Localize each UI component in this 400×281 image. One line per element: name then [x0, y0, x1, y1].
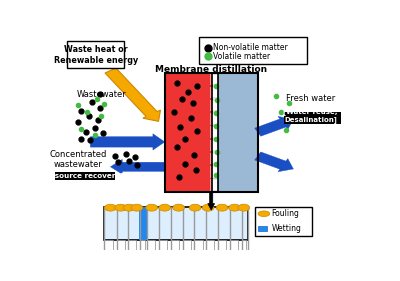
FancyArrow shape: [110, 159, 165, 174]
Ellipse shape: [216, 204, 228, 211]
Bar: [104, 207, 248, 240]
Bar: [210, 179, 212, 191]
Ellipse shape: [104, 204, 116, 211]
FancyArrow shape: [208, 192, 215, 210]
Bar: [55, 171, 115, 180]
Bar: [206, 240, 214, 250]
Bar: [212, 166, 218, 178]
Bar: [230, 240, 238, 250]
FancyArrow shape: [255, 152, 293, 172]
Bar: [147, 240, 155, 250]
Bar: [212, 179, 218, 191]
Bar: [199, 37, 307, 64]
Bar: [128, 240, 136, 250]
Ellipse shape: [146, 204, 158, 211]
Ellipse shape: [228, 204, 240, 211]
Bar: [104, 240, 113, 250]
Bar: [210, 126, 212, 138]
Bar: [159, 240, 167, 250]
Bar: [194, 240, 203, 250]
Bar: [165, 73, 213, 192]
Text: Concentrated
wastewater: Concentrated wastewater: [49, 149, 106, 169]
Bar: [117, 240, 125, 250]
Bar: [140, 240, 145, 250]
Ellipse shape: [238, 204, 250, 211]
Ellipse shape: [131, 204, 143, 211]
Bar: [67, 41, 124, 68]
Bar: [284, 112, 341, 124]
FancyArrow shape: [90, 134, 165, 150]
Bar: [212, 140, 218, 151]
Ellipse shape: [173, 204, 184, 211]
Text: Non-volatile matter: Non-volatile matter: [213, 43, 288, 52]
Ellipse shape: [159, 204, 170, 211]
Text: Waste heat or
Renewable energy: Waste heat or Renewable energy: [54, 45, 138, 65]
Bar: [212, 100, 218, 112]
Bar: [212, 87, 218, 98]
Bar: [212, 74, 218, 85]
Bar: [210, 100, 212, 112]
Bar: [210, 87, 212, 98]
Bar: [210, 140, 212, 151]
Ellipse shape: [202, 204, 214, 211]
Bar: [165, 73, 258, 192]
Ellipse shape: [189, 204, 201, 211]
Bar: [171, 240, 179, 250]
Bar: [212, 153, 218, 164]
FancyArrow shape: [105, 68, 160, 121]
Text: [Water reuse,
Desalination]: [Water reuse, Desalination]: [283, 108, 338, 123]
Text: Fouling: Fouling: [272, 209, 300, 218]
Bar: [210, 113, 212, 125]
Text: Wastewater: Wastewater: [76, 90, 126, 99]
Bar: [258, 226, 267, 231]
Bar: [212, 73, 218, 192]
Ellipse shape: [115, 204, 126, 211]
Text: Wetting: Wetting: [272, 224, 302, 233]
Bar: [218, 73, 258, 192]
FancyArrow shape: [255, 116, 293, 136]
Text: Fresh water: Fresh water: [286, 94, 335, 103]
Bar: [218, 240, 226, 250]
Bar: [255, 207, 312, 236]
Bar: [210, 166, 212, 178]
Bar: [183, 240, 191, 250]
Ellipse shape: [258, 211, 270, 217]
Ellipse shape: [123, 204, 135, 211]
Text: Membrane distillation: Membrane distillation: [155, 65, 267, 74]
Bar: [242, 240, 246, 250]
Bar: [210, 153, 212, 164]
Text: [Resource recovery]: [Resource recovery]: [41, 172, 124, 179]
Bar: [139, 207, 147, 240]
Bar: [212, 113, 218, 125]
Bar: [212, 126, 218, 138]
Text: Volatile matter: Volatile matter: [213, 52, 270, 61]
Bar: [210, 74, 212, 85]
